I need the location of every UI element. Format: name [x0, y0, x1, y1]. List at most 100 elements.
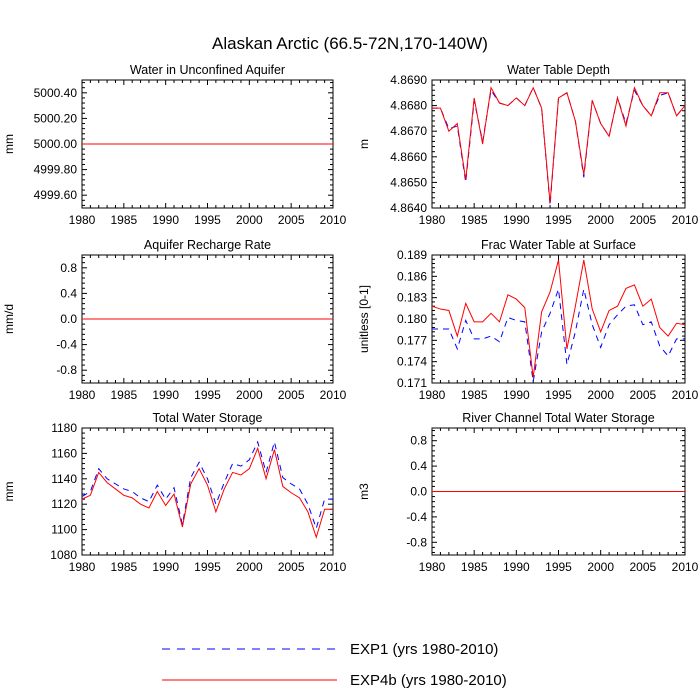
panel-3: Aquifer Recharge Rate mm/d 1980 1985 1990 199…	[2, 238, 347, 402]
x-tick-label: 2010	[320, 213, 347, 227]
y-tick-label: 0.171	[397, 376, 427, 390]
series-line-exp1	[81, 440, 333, 530]
x-tick-label: 2000	[587, 560, 614, 574]
x-tick-label: 1980	[419, 560, 446, 574]
x-tick-label: 2005	[629, 388, 656, 402]
x-tick-label: 1985	[110, 388, 137, 402]
x-tick-label: 2010	[672, 388, 699, 402]
y-tick-label: 0.0	[410, 485, 427, 499]
x-tick-label: 1985	[461, 388, 488, 402]
x-tick-label: 1980	[419, 213, 446, 227]
y-axis-label: unitless [0-1]	[357, 285, 371, 353]
x-tick-label: 1995	[194, 213, 221, 227]
y-tick-label: 0.8	[410, 434, 427, 448]
panel-1: Water in Unconfined Aquifer mm 1980 1985 199…	[2, 63, 347, 227]
y-tick-label: 1100	[51, 523, 77, 537]
y-tick-label: 5000.40	[34, 86, 78, 100]
x-tick-label: 2005	[278, 560, 305, 574]
x-tick-label: 1995	[545, 388, 572, 402]
y-tick-label: 4999.80	[34, 163, 78, 177]
y-tick-label: 0.4	[410, 459, 427, 473]
x-tick-label: 1995	[194, 388, 221, 402]
x-tick-label: 1990	[503, 213, 530, 227]
x-tick-label: 2005	[278, 213, 305, 227]
y-tick-label: 4.8690	[390, 73, 427, 87]
y-tick-label: 0.183	[397, 291, 427, 305]
series-line-exp4b	[431, 259, 686, 378]
panel-6: River Channel Total Water Storage m3 1980 1…	[357, 411, 699, 574]
y-tick-label: -0.4	[406, 510, 427, 524]
y-tick-label: 4.8650	[390, 175, 427, 189]
y-tick-label: 4.8680	[390, 99, 427, 113]
x-tick-label: 1980	[69, 213, 96, 227]
y-tick-label: 4999.60	[34, 188, 78, 202]
x-tick-label: 2005	[629, 213, 656, 227]
y-axis-label: mm	[2, 134, 16, 154]
x-tick-label: 1985	[461, 560, 488, 574]
y-tick-label: 4.8670	[390, 124, 427, 138]
panels: Water in Unconfined Aquifer mm 1980 1985 199…	[2, 63, 699, 574]
x-tick-label: 2005	[629, 560, 656, 574]
y-tick-label: 0.4	[60, 286, 77, 300]
panel-title: Water in Unconfined Aquifer	[130, 63, 285, 77]
y-tick-label: 1180	[51, 421, 77, 435]
x-tick-label: 1980	[69, 560, 96, 574]
x-tick-label: 1990	[152, 213, 179, 227]
panel-5: Total Water Storage mm 1980 1985 1990 1995 200…	[2, 411, 347, 574]
figure-title: Alaskan Arctic (66.5-72N,170-140W)	[212, 34, 488, 53]
y-axis-label: m	[357, 139, 371, 149]
series-line-exp4b	[81, 446, 333, 539]
x-tick-label: 1980	[419, 388, 446, 402]
y-tick-label: 0.186	[397, 269, 427, 283]
y-tick-label: -0.4	[56, 338, 77, 352]
y-axis-label: mm	[2, 482, 16, 502]
x-tick-label: 2000	[236, 388, 263, 402]
x-tick-label: 1995	[194, 560, 221, 574]
y-axis-label: mm/d	[2, 304, 16, 334]
x-tick-label: 1995	[545, 560, 572, 574]
x-tick-label: 2010	[672, 560, 699, 574]
y-tick-label: 0.180	[397, 312, 427, 326]
series-line-exp1	[432, 86, 686, 206]
y-tick-label: 0.174	[397, 355, 427, 369]
x-tick-label: 1990	[152, 388, 179, 402]
y-tick-label: 0.189	[397, 248, 427, 262]
panel-title: Water Table Depth	[507, 63, 610, 77]
y-tick-label: 4.8640	[390, 201, 427, 215]
y-tick-label: 5000.20	[34, 111, 78, 125]
panel-title: Total Water Storage	[152, 411, 262, 425]
legend-label-exp1: EXP1 (yrs 1980-2010)	[350, 641, 498, 658]
panel-title: Frac Water Table at Surface	[481, 238, 636, 252]
panel-4: Frac Water Table at Surface unitless [0-1…	[357, 238, 699, 402]
x-tick-label: 1985	[110, 560, 137, 574]
plot-frame	[81, 427, 334, 556]
x-tick-label: 2000	[236, 213, 263, 227]
x-tick-label: 2000	[236, 560, 263, 574]
x-tick-label: 1985	[110, 213, 137, 227]
y-tick-label: 0.0	[60, 312, 77, 326]
x-tick-label: 1995	[545, 213, 572, 227]
plot-frame	[431, 254, 686, 384]
x-tick-label: 2005	[278, 388, 305, 402]
x-tick-label: 2010	[320, 560, 347, 574]
x-tick-label: 1990	[503, 560, 530, 574]
y-tick-label: 5000.00	[34, 137, 78, 151]
x-tick-label: 2000	[587, 213, 614, 227]
series-line-exp4b	[432, 86, 686, 203]
x-tick-label: 1980	[69, 388, 96, 402]
y-tick-label: 1080	[50, 548, 77, 562]
y-tick-label: 1160	[51, 446, 77, 460]
y-tick-label: 0.177	[397, 333, 427, 347]
y-tick-label: -0.8	[56, 363, 77, 377]
panel-title: Aquifer Recharge Rate	[144, 238, 271, 252]
legend-label-exp4b: EXP4b (yrs 1980-2010)	[350, 672, 507, 689]
y-axis-label: m3	[357, 483, 371, 500]
y-tick-label: 0.8	[60, 261, 77, 275]
panel-title: River Channel Total Water Storage	[462, 411, 655, 425]
series-line-exp1	[432, 288, 685, 382]
y-tick-label: 1140	[51, 472, 77, 486]
y-tick-label: -0.8	[406, 535, 427, 549]
x-tick-label: 1990	[152, 560, 179, 574]
y-tick-label: 1120	[51, 497, 77, 511]
